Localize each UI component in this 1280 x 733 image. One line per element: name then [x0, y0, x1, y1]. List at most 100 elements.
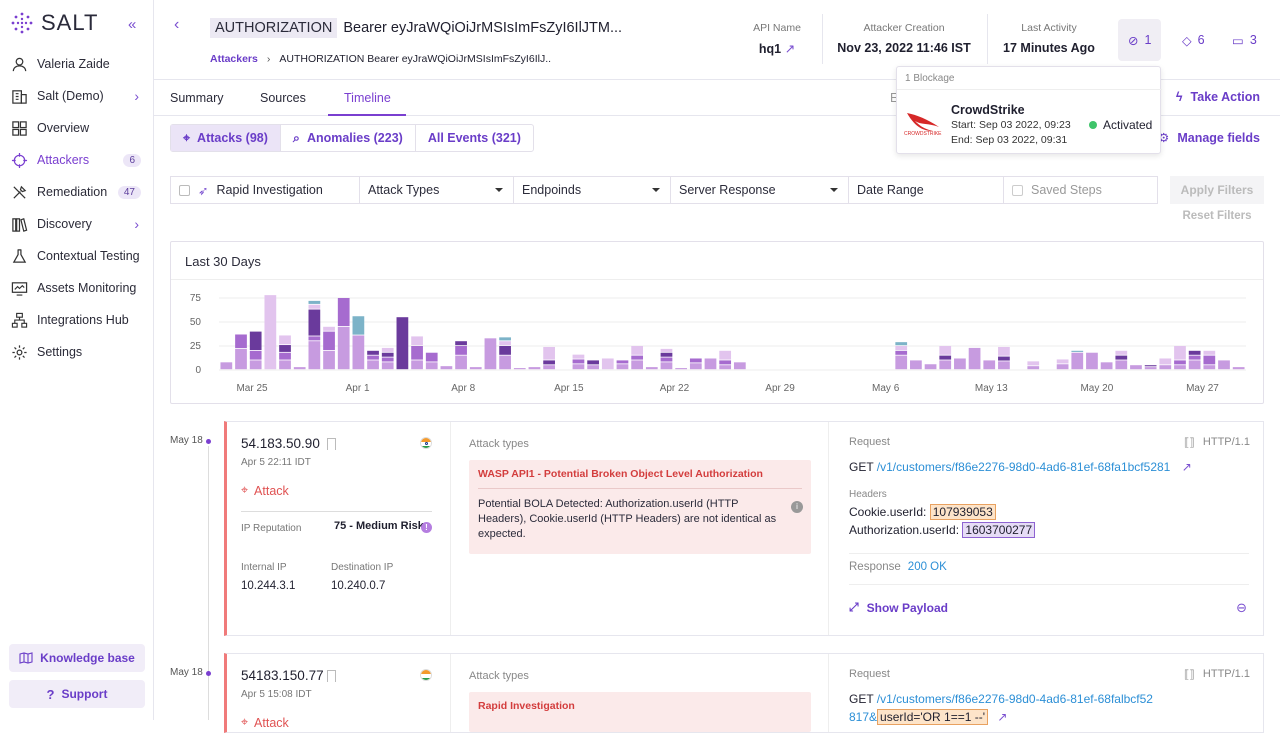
chart-bar-segment[interactable]	[499, 346, 511, 355]
chart-bar-segment[interactable]	[660, 357, 673, 362]
chart-bar-segment[interactable]	[337, 298, 350, 326]
chart-bar-segment[interactable]	[1174, 360, 1186, 365]
chart-bar-segment[interactable]	[689, 363, 702, 370]
tab-timeline[interactable]: Timeline	[344, 91, 391, 105]
chart-bar-segment[interactable]	[1159, 365, 1172, 370]
apply-filters-button[interactable]: Apply Filters	[1170, 176, 1264, 204]
sidebar-item-attackers[interactable]: Attackers 6	[0, 144, 153, 176]
api-name-value[interactable]: hq1 ↗	[758, 42, 796, 56]
rapid-investigation-filter[interactable]: ➶ Rapid Investigation	[171, 177, 360, 203]
chart-bar-segment[interactable]	[1174, 365, 1186, 370]
request-url[interactable]: /v1/customers/f86e2276-98d0-4ad6-81ef-68…	[876, 692, 1153, 706]
chart-bar-segment[interactable]	[939, 355, 952, 360]
chart-bar-segment[interactable]	[675, 368, 688, 370]
tags-button[interactable]: ◇ 6	[1172, 19, 1215, 61]
chart-bar-segment[interactable]	[719, 365, 732, 370]
take-action-button[interactable]: ϟ Take Action	[1176, 90, 1260, 104]
chart-bar-segment[interactable]	[1159, 358, 1172, 365]
sidebar-item-settings[interactable]: Settings	[0, 336, 153, 368]
date-range-input[interactable]: Date Range	[849, 177, 1004, 203]
chart-bar-segment[interactable]	[719, 360, 732, 365]
chart-bar-segment[interactable]	[411, 336, 423, 346]
chart-bar-segment[interactable]	[381, 352, 394, 357]
endpoints-dropdown[interactable]: Endpoinds	[514, 177, 671, 203]
chart-bar-segment[interactable]	[337, 326, 350, 370]
chart-bar-segment[interactable]	[381, 362, 394, 370]
chart-bar-segment[interactable]	[513, 368, 526, 370]
knowledge-base-button[interactable]: Knowledge base	[9, 644, 145, 672]
chart-bar-segment[interactable]	[1130, 365, 1142, 370]
chart-bar-segment[interactable]	[1203, 355, 1216, 365]
chart-bar-segment[interactable]	[455, 341, 467, 346]
chart-bar-segment[interactable]	[689, 358, 702, 363]
chart-bar-segment[interactable]	[572, 359, 585, 364]
sidebar-item-contextual-testing[interactable]: Contextual Testing	[0, 240, 153, 272]
segment-attacks[interactable]: ⌖ Attacks (98)	[171, 125, 281, 151]
chart-bar-segment[interactable]	[381, 347, 394, 352]
chart-bar-segment[interactable]	[249, 331, 262, 350]
chart-bar-segment[interactable]	[631, 355, 644, 360]
chart-bar-segment[interactable]	[1144, 367, 1157, 370]
chart-bar-segment[interactable]	[381, 357, 394, 362]
external-link-icon[interactable]: ↗	[1181, 460, 1192, 474]
collapse-sidebar-icon[interactable]: «	[128, 16, 137, 33]
segment-anomalies[interactable]: ⌕ Anomalies (223)	[281, 125, 416, 151]
chart-bar-segment[interactable]	[411, 360, 423, 370]
chart-bar-segment[interactable]	[1174, 346, 1186, 360]
chart-bar-segment[interactable]	[425, 362, 438, 370]
attack-types-dropdown[interactable]: Attack Types	[360, 177, 514, 203]
chart-bar-segment[interactable]	[1100, 362, 1113, 370]
sidebar-item-assets-monitoring[interactable]: Assets Monitoring	[0, 272, 153, 304]
bookmark-icon[interactable]	[327, 438, 336, 450]
chart-bar-segment[interactable]	[1071, 350, 1084, 352]
chart-bar-segment[interactable]	[1071, 352, 1084, 370]
chart-bar-segment[interactable]	[704, 358, 717, 370]
chart-bar-segment[interactable]	[352, 316, 365, 335]
sidebar-item-overview[interactable]: Overview	[0, 112, 153, 144]
source-ip[interactable]: 54183.150.77	[241, 668, 324, 683]
external-link-icon[interactable]: ↗	[997, 710, 1008, 724]
chart-bar-segment[interactable]	[983, 360, 996, 370]
chart-bar-segment[interactable]	[308, 304, 321, 309]
chart-bar-segment[interactable]	[323, 350, 335, 370]
chart-bar-segment[interactable]	[1056, 364, 1069, 370]
chart-bar-segment[interactable]	[895, 342, 908, 346]
chart-bar-segment[interactable]	[499, 337, 511, 341]
chart-bar-segment[interactable]	[543, 346, 555, 360]
link-icon[interactable]: ⊖	[1236, 600, 1247, 615]
chart-bar-segment[interactable]	[587, 360, 599, 365]
chart-bar-segment[interactable]	[411, 346, 423, 360]
request-url[interactable]: /v1/customers/f86e2276-98d0-4ad6-81ef-68…	[876, 460, 1171, 474]
chart-bar-segment[interactable]	[895, 346, 908, 350]
chart-bar-segment[interactable]	[954, 358, 966, 370]
chart-bar-segment[interactable]	[308, 336, 321, 341]
server-response-dropdown[interactable]: Server Response	[671, 177, 849, 203]
chart-bar-segment[interactable]	[323, 331, 335, 350]
request-url-tail[interactable]: 817&	[849, 710, 878, 724]
chart-bar-segment[interactable]	[499, 355, 511, 370]
chart-bar-segment[interactable]	[1188, 360, 1201, 370]
breadcrumb-attackers-link[interactable]: Attackers	[210, 53, 258, 65]
chart-bar-segment[interactable]	[455, 346, 467, 355]
chart-bar-segment[interactable]	[528, 367, 541, 370]
chart-bar-segment[interactable]	[235, 334, 247, 349]
chart-bar-segment[interactable]	[1086, 352, 1098, 370]
chart-bar-segment[interactable]	[895, 350, 908, 355]
info-icon[interactable]: i	[791, 501, 803, 513]
chart-bar-segment[interactable]	[367, 350, 379, 355]
chart-bar-segment[interactable]	[660, 352, 673, 357]
chart-bar-segment[interactable]	[499, 341, 511, 346]
chart-bar-segment[interactable]	[910, 360, 922, 370]
chart-bar-segment[interactable]	[249, 350, 262, 360]
chart-bar-segment[interactable]	[455, 355, 467, 370]
chart-bar-segment[interactable]	[352, 335, 365, 370]
chart-bar-segment[interactable]	[1218, 360, 1230, 370]
sidebar-item-discovery[interactable]: Discovery ›	[0, 208, 153, 240]
chart-bar-segment[interactable]	[543, 365, 555, 370]
chart-bar-segment[interactable]	[279, 360, 291, 370]
chart-bar-segment[interactable]	[1188, 350, 1201, 355]
chart-bar-segment[interactable]	[323, 326, 335, 331]
chart-bar-segment[interactable]	[1144, 365, 1157, 367]
chart-bar-segment[interactable]	[616, 360, 629, 364]
chart-bar-segment[interactable]	[895, 355, 908, 370]
